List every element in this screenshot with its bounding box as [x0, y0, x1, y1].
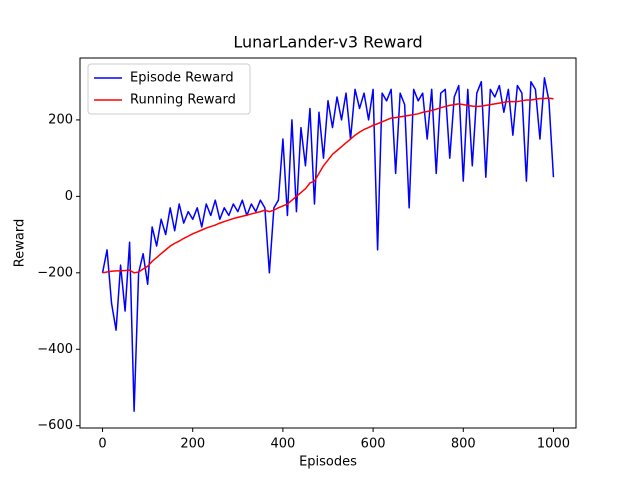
- x-axis-label: Episodes: [299, 455, 357, 470]
- chart-title: LunarLander-v3 Reward: [233, 33, 422, 52]
- x-tick-label: 1000: [537, 437, 570, 452]
- y-tick-label: −400: [37, 342, 73, 357]
- x-tick-label: 400: [270, 437, 295, 452]
- legend-box: [87, 63, 251, 115]
- legend-label: Episode Reward: [130, 71, 234, 86]
- series-line: [101, 77, 555, 412]
- x-tick-label: 0: [98, 437, 106, 452]
- series-line: [102, 97, 554, 274]
- x-tick-label: 200: [180, 437, 205, 452]
- y-tick-label: −200: [37, 265, 73, 280]
- x-tick-label: 800: [451, 437, 476, 452]
- y-axis-label: Reward: [13, 219, 28, 267]
- legend-label: Running Reward: [130, 93, 236, 108]
- y-tick-label: −600: [37, 418, 73, 433]
- plot-frame: [79, 57, 577, 429]
- x-tick-label: 600: [361, 437, 386, 452]
- y-tick-label: 0: [65, 189, 73, 204]
- y-tick-label: 200: [48, 112, 73, 127]
